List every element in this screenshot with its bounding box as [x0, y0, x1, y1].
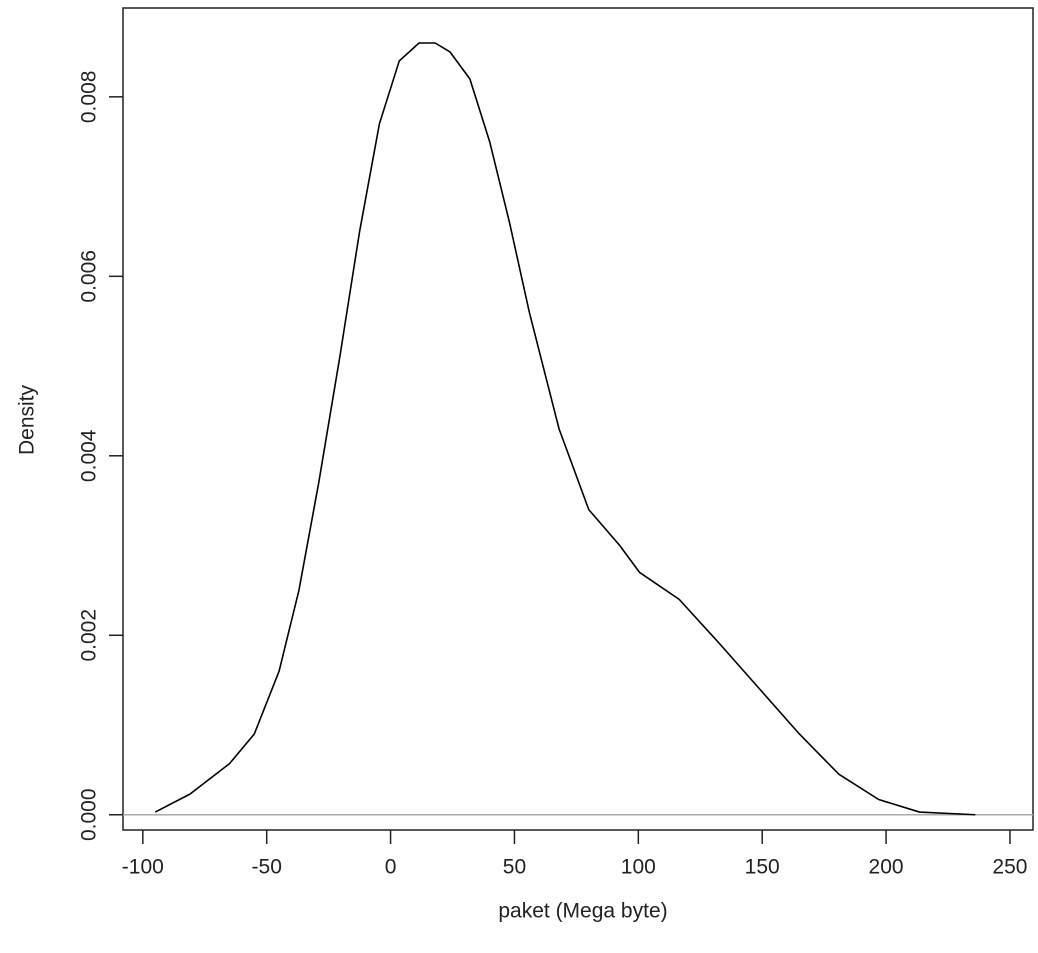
x-tick-label: 150 [745, 856, 780, 879]
y-axis-label: Density [16, 384, 39, 455]
x-tick-label: 50 [503, 856, 526, 879]
x-tick-label: 100 [621, 856, 656, 879]
x-tick-label: -50 [252, 856, 282, 879]
y-tick-label: 0.000 [78, 788, 101, 841]
y-tick-label: 0.006 [78, 250, 101, 303]
x-tick-label: 0 [385, 856, 397, 879]
plot-frame [122, 7, 1034, 831]
x-tick-label: 200 [869, 856, 904, 879]
x-tick-label: 250 [992, 856, 1027, 879]
x-tick-label: -100 [122, 856, 164, 879]
density-line [154, 42, 976, 816]
y-tick-label: 0.002 [78, 609, 101, 662]
y-tick-label: 0.008 [78, 71, 101, 124]
y-tick-label: 0.004 [78, 429, 101, 482]
x-axis-label: paket (Mega byte) [498, 900, 667, 923]
